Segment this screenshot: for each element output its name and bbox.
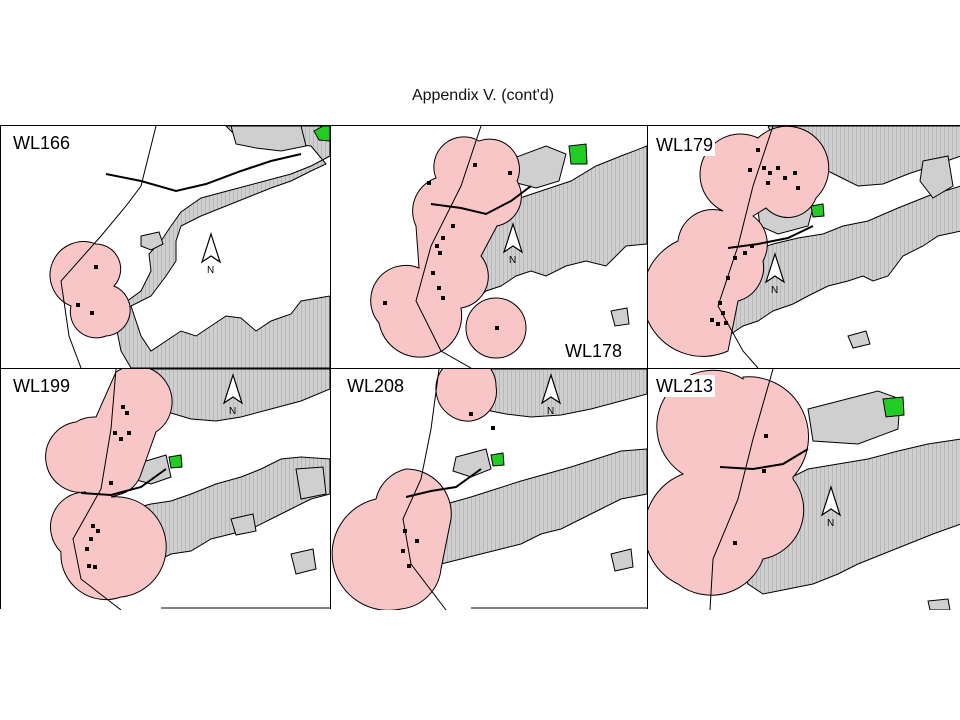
sightings	[401, 412, 495, 568]
north-label: N	[509, 255, 516, 266]
protected-area	[810, 203, 825, 218]
buffer-zone	[435, 369, 497, 422]
island	[230, 513, 257, 536]
island	[140, 231, 164, 251]
north-label: N	[229, 406, 236, 417]
sightings	[383, 163, 512, 330]
north-label: N	[827, 518, 834, 529]
map-panel-wl179: N WL179	[648, 126, 960, 368]
grid-divider	[330, 126, 331, 608]
buffer-zone	[648, 126, 830, 357]
sightings	[710, 148, 800, 326]
north-label: N	[207, 265, 214, 276]
land-mass	[715, 185, 960, 337]
sightings	[733, 434, 768, 545]
island	[919, 155, 954, 199]
panel-label-wl199: WL199	[11, 375, 73, 397]
map-wl166: N	[49, 126, 330, 368]
map-wl179: N	[648, 126, 960, 368]
map-panel-wl178: N WL178	[331, 126, 647, 368]
shipping-channel	[72, 369, 122, 610]
bridge-road	[719, 448, 809, 471]
map-wl208: N	[331, 369, 647, 610]
island	[290, 548, 317, 575]
north-arrow-icon	[764, 252, 786, 284]
island	[807, 390, 901, 445]
north-arrow-icon	[540, 373, 562, 405]
bridge-road	[430, 185, 532, 216]
island	[295, 466, 327, 500]
panel-label-wl208: WL208	[345, 375, 407, 397]
north-arrow-icon	[502, 222, 524, 254]
north-arrow-icon	[200, 232, 222, 264]
north-label: N	[771, 285, 778, 296]
protected-area	[168, 454, 183, 469]
island	[847, 330, 871, 349]
shipping-channel	[402, 369, 447, 610]
buffer-zone	[45, 369, 173, 601]
shipping-channel	[415, 126, 482, 368]
sightings	[76, 265, 98, 315]
map-wl199: N	[45, 369, 330, 610]
buffer-zone	[49, 241, 131, 339]
sightings	[85, 405, 131, 569]
buffer-zone	[648, 369, 810, 596]
map-wl213: N	[648, 369, 960, 610]
bridge-road	[105, 153, 302, 193]
map-grid: N WL166	[0, 125, 960, 610]
panel-label-wl179: WL179	[654, 134, 716, 156]
bridge-road	[405, 468, 482, 498]
bridge-road	[727, 225, 814, 249]
panel-label-wl178: WL178	[563, 340, 625, 362]
protected-area	[882, 396, 905, 418]
island	[610, 548, 634, 572]
north-label: N	[547, 406, 554, 417]
grid-divider	[647, 126, 648, 608]
protected-area	[313, 126, 330, 142]
protected-area	[490, 452, 505, 467]
panel-label-wl213: WL213	[654, 375, 716, 397]
island	[230, 126, 307, 152]
shipping-channel	[709, 369, 774, 610]
panel-label-wl166: WL166	[11, 132, 73, 154]
north-arrow-icon	[222, 373, 244, 405]
shipping-channel	[60, 126, 157, 368]
land-mass	[115, 126, 330, 368]
buffer-zone	[331, 468, 452, 610]
north-arrow-icon	[820, 485, 842, 517]
page-title: Appendix V. (cont'd)	[411, 87, 555, 104]
map-wl178: N	[370, 126, 647, 368]
island	[452, 448, 492, 478]
grid-divider	[1, 368, 959, 369]
map-panel-wl213: N WL213	[648, 369, 960, 610]
island	[610, 307, 630, 327]
protected-area	[568, 143, 588, 165]
map-panel-wl208: N WL208	[331, 369, 647, 610]
island	[927, 598, 951, 610]
map-panel-wl166: N WL166	[1, 126, 330, 368]
bridge-road	[80, 468, 167, 497]
map-panel-wl199: N WL199	[1, 369, 330, 610]
